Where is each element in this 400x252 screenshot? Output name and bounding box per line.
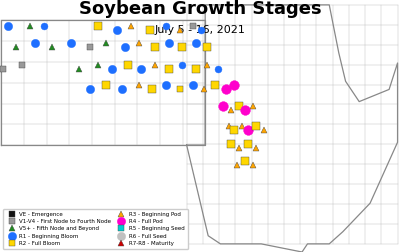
Text: July 5 - 16, 2021: July 5 - 16, 2021 xyxy=(154,25,246,35)
Text: Soybean Growth Stages: Soybean Growth Stages xyxy=(79,0,321,18)
Legend: VE - Emergence, V1-V4 - First Node to Fourth Node, V5+ - Fifth Node and Beyond, : VE - Emergence, V1-V4 - First Node to Fo… xyxy=(3,209,188,249)
